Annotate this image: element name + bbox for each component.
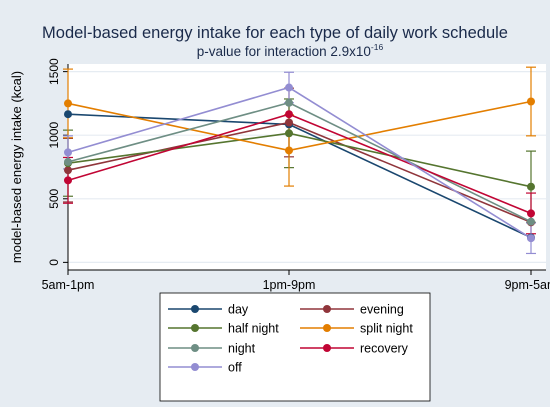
plot-area xyxy=(68,64,546,270)
point-half-night-2 xyxy=(527,182,535,191)
point-off-0 xyxy=(64,148,72,157)
chart-title: Model-based energy intake for each type … xyxy=(42,24,508,42)
chart-subtitle-text: p-value for interaction 2.9x10 xyxy=(197,44,371,59)
legend-label-day: day xyxy=(228,303,249,317)
point-evening-1 xyxy=(285,118,293,127)
legend-marker-off xyxy=(191,363,199,371)
point-night-2 xyxy=(527,217,535,226)
x-tick-label-1pm-9pm: 1pm-9pm xyxy=(263,278,316,292)
tick-labels: 0 500 1000 1500 5am-1pm 1pm-9pm 9pm-5am xyxy=(42,58,550,292)
point-recovery-2 xyxy=(527,209,535,218)
legend-label-split-night: split night xyxy=(360,322,413,336)
point-half-night-1 xyxy=(285,129,293,138)
y-tick-label-0: 0 xyxy=(47,259,61,266)
legend-label-recovery: recovery xyxy=(360,342,409,356)
point-recovery-1 xyxy=(285,110,293,119)
y-axis-label: model-based energy intake (kcal) xyxy=(9,71,24,263)
legend-label-off: off xyxy=(228,361,242,375)
y-tick-label-1500: 1500 xyxy=(47,58,61,85)
point-evening-0 xyxy=(64,166,72,175)
legend-marker-evening xyxy=(323,305,331,313)
point-off-1 xyxy=(285,83,293,92)
x-tick-label-9pm-5am: 9pm-5am xyxy=(505,278,550,292)
legend: day evening half night split night night reco… xyxy=(168,303,413,375)
point-split-night-2 xyxy=(527,97,535,106)
legend-label-evening: evening xyxy=(360,303,404,317)
point-split-night-0 xyxy=(64,99,72,108)
y-tick-label-500: 500 xyxy=(47,188,61,208)
legend-box xyxy=(159,292,431,402)
point-night-1 xyxy=(285,98,293,107)
y-tick-label-1000: 1000 xyxy=(47,122,61,149)
x-tick-label-5am-1pm: 5am-1pm xyxy=(42,278,95,292)
chart-subtitle-exponent: -16 xyxy=(371,42,384,52)
legend-marker-half-night xyxy=(191,324,199,332)
series-markers xyxy=(64,83,535,243)
point-night-0 xyxy=(64,157,72,166)
legend-label-half-night: half night xyxy=(228,322,279,336)
point-split-night-1 xyxy=(285,146,293,155)
point-day-0 xyxy=(64,110,72,119)
legend-label-night: night xyxy=(228,342,256,356)
legend-marker-recovery xyxy=(323,344,331,352)
legend-marker-night xyxy=(191,344,199,352)
chart-subtitle: p-value for interaction 2.9x10-16 xyxy=(197,42,384,59)
grid-lines xyxy=(68,71,546,263)
legend-marker-day xyxy=(191,305,199,313)
legend-marker-split-night xyxy=(323,324,331,332)
point-off-2 xyxy=(527,234,535,243)
point-recovery-0 xyxy=(64,176,72,185)
